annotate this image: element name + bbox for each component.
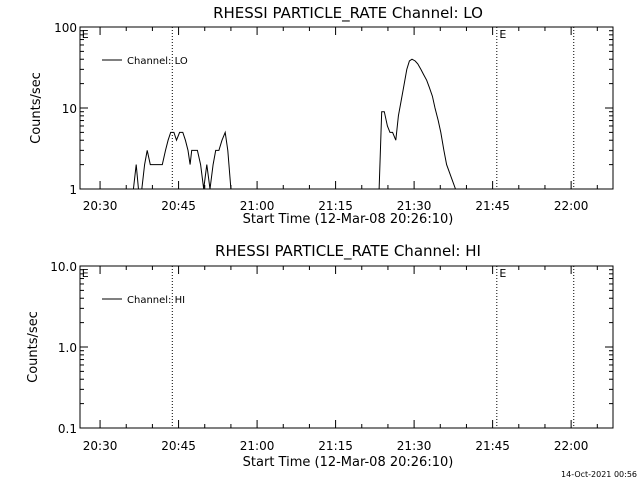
hi-channel-panel: RHESSI PARTICLE_RATE Channel: HI 20:30 20… [26, 242, 614, 470]
hi-y-axis: 0.1 1.0 10.0 [50, 260, 613, 436]
lo-channel-panel: RHESSI PARTICLE_RATE Channel: LO 20:30 20… [29, 4, 614, 227]
lo-chart-title: RHESSI PARTICLE_RATE Channel: LO [213, 4, 483, 23]
hi-x-tick-label: 21:30 [397, 439, 432, 453]
lo-series [132, 58, 475, 189]
hi-legend-label: Channel: HI [127, 295, 185, 306]
lo-event-marker: E [82, 28, 89, 41]
hi-x-tick-label: 21:00 [240, 439, 275, 453]
lo-x-tick-label: 21:00 [240, 199, 275, 213]
hi-x-axis: 20:30 20:45 21:00 21:15 21:30 21:45 22:00 [83, 266, 598, 453]
hi-event-marker: E [499, 267, 506, 280]
hi-plot-frame [79, 265, 614, 429]
hi-x-tick-label: 20:45 [161, 439, 196, 453]
lo-y-tick-label: 1 [69, 183, 77, 197]
lo-x-tick-label: 22:00 [554, 199, 589, 213]
lo-x-tick-label: 20:45 [161, 199, 196, 213]
hi-x-tick-label: 22:00 [554, 439, 589, 453]
lo-x-tick-label: 20:30 [83, 199, 118, 213]
hi-legend: Channel: HI [102, 295, 185, 306]
lo-x-tick-label: 21:30 [397, 199, 432, 213]
lo-y-tick-label: 100 [54, 21, 77, 35]
hi-chart-title: RHESSI PARTICLE_RATE Channel: HI [215, 242, 481, 261]
lo-x-tick-label: 21:45 [475, 199, 510, 213]
lo-x-axis: 20:30 20:45 21:00 21:15 21:30 21:45 22:00 [83, 27, 598, 213]
lo-x-tick-label: 21:15 [318, 199, 353, 213]
hi-y-tick-label: 10.0 [50, 260, 77, 274]
hi-y-axis-label: Counts/sec [26, 311, 41, 383]
hi-x-axis-label: Start Time (12-Mar-08 20:26:10) [243, 455, 454, 470]
generation-timestamp: 14-Oct-2021 00:56 [561, 470, 637, 479]
lo-y-axis: 1 10 100 [54, 21, 613, 197]
lo-event-marker: E [499, 28, 506, 41]
hi-event-marker: E [82, 267, 89, 280]
lo-legend-label: Channel: LO [127, 56, 188, 67]
lo-legend: Channel: LO [102, 56, 188, 67]
lo-y-axis-label: Counts/sec [29, 72, 44, 144]
hi-x-tick-label: 21:15 [318, 439, 353, 453]
hi-y-tick-label: 1.0 [58, 341, 77, 355]
lo-series-line [132, 58, 475, 189]
hi-x-tick-label: 21:45 [475, 439, 510, 453]
hi-y-tick-label: 0.1 [58, 422, 77, 436]
lo-y-tick-label: 10 [62, 102, 77, 116]
lo-x-axis-label: Start Time (12-Mar-08 20:26:10) [243, 212, 454, 227]
hi-x-tick-label: 20:30 [83, 439, 118, 453]
